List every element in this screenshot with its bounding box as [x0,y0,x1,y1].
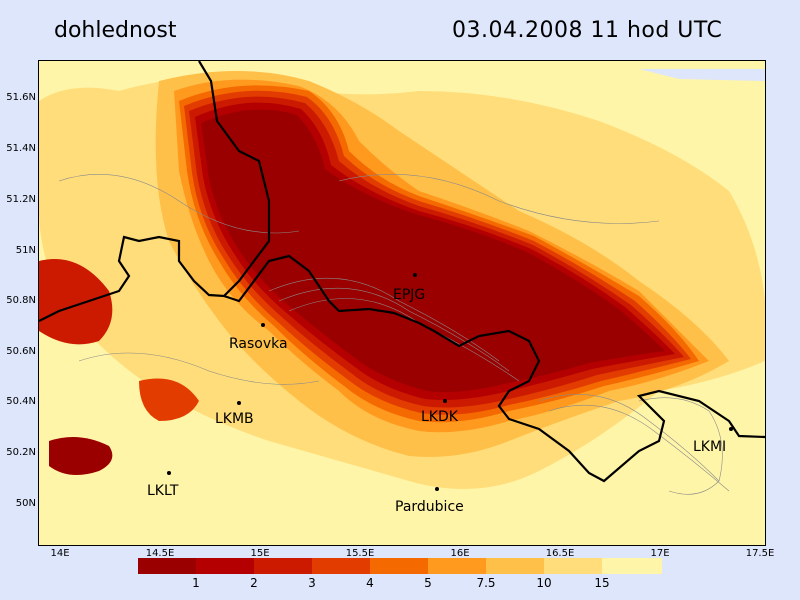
lon-tick: 16E [450,548,470,559]
place-markers: EPJG Rasovka LKMB LKDK LKMI LKLT Pardubi… [147,273,733,515]
vis-patch-west [39,259,113,345]
vis-under-1-zone [201,109,665,393]
contour-line [638,397,723,495]
vis-patch-southwest [49,437,113,475]
legend-swatch [428,558,486,574]
legend-swatch [196,558,254,574]
contour-line [278,287,510,372]
lat-tick: 50.2N [6,447,36,458]
legend-swatch [254,558,312,574]
lat-tick: 50.8N [6,295,36,306]
contour-line [268,277,500,362]
visibility-map: EPJG Rasovka LKMB LKDK LKMI LKLT Pardubi… [38,60,766,546]
map-datetime: 03.04.2008 11 hod UTC [452,18,723,43]
map-title: dohlednost [54,18,177,43]
lon-tick: 14.5E [145,548,175,559]
place-marker [435,487,439,491]
contour-line [58,174,300,234]
no-data-area [639,69,765,81]
vis-patch-south [139,378,199,421]
place-label-lkmb: LKMB [215,411,254,427]
place-label-rasovka: Rasovka [229,336,288,352]
place-label-lkdk: LKDK [421,409,459,425]
lat-tick: 51.6N [6,92,36,103]
place-label-lklt: LKLT [147,483,179,499]
lon-tick: 17.5E [745,548,775,559]
lon-tick: 16.5E [545,548,575,559]
place-marker [237,401,241,405]
lat-tick: 51N [15,245,36,256]
lat-tick: 50N [15,498,36,509]
place-label-pardubice: Pardubice [395,499,464,515]
country-borders [39,61,765,483]
legend-label: 5 [424,576,432,590]
legend-swatch [602,558,662,574]
border-line [223,254,765,483]
terrain-contours [58,174,730,495]
legend-swatch [544,558,602,574]
place-marker [167,471,171,475]
contour-line [338,174,660,224]
place-marker [729,427,733,431]
legend-label: 15 [594,576,610,590]
lat-tick: 50.4N [6,396,36,407]
visibility-field [39,71,765,490]
legend-swatch [486,558,544,574]
lon-tick: 15.5E [345,548,375,559]
legend-label: 3 [308,576,316,590]
legend-label: 10 [536,576,552,590]
lat-tick: 51.2N [6,194,36,205]
legend-label: 7.5 [476,576,496,590]
contour-line [548,405,730,492]
place-marker [413,273,417,277]
place-marker [443,399,447,403]
place-label-lkmi: LKMI [693,439,726,455]
legend-swatch [312,558,370,574]
contour-line [78,352,320,385]
contour-line [538,394,720,482]
legend-label: 1 [192,576,200,590]
lon-tick: 17E [650,548,670,559]
legend-label: 4 [366,576,374,590]
border-line [39,61,271,322]
lat-tick: 50.6N [6,346,36,357]
lon-tick: 15E [250,548,270,559]
place-label-epjg: EPJG [393,287,425,303]
lat-tick: 51.4N [6,143,36,154]
place-marker [261,323,265,327]
legend-swatch [370,558,428,574]
legend-swatch [138,558,196,574]
legend-label: 2 [250,576,258,590]
lon-tick: 14E [50,548,70,559]
